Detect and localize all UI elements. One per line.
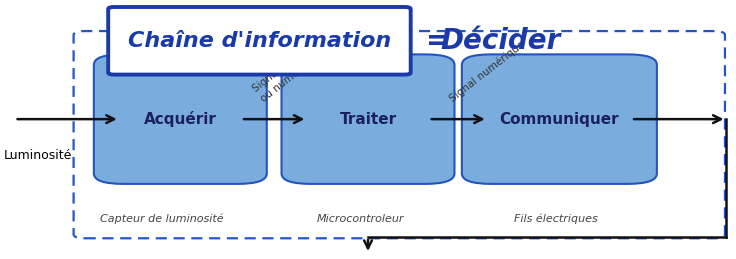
- Text: Capteur de luminosité: Capteur de luminosité: [100, 214, 224, 224]
- FancyBboxPatch shape: [281, 54, 454, 184]
- Text: Décider: Décider: [440, 27, 561, 55]
- Text: Signal analogique
ou numérique: Signal analogique ou numérique: [251, 28, 339, 104]
- Text: Chaîne d'information: Chaîne d'information: [128, 31, 391, 51]
- Text: Microcontroleur: Microcontroleur: [317, 214, 404, 224]
- FancyBboxPatch shape: [462, 54, 657, 184]
- Text: Luminosité: Luminosité: [4, 149, 72, 162]
- Text: Traiter: Traiter: [339, 112, 397, 127]
- Text: Acquérir: Acquérir: [144, 111, 217, 127]
- FancyBboxPatch shape: [108, 7, 411, 75]
- Text: Fils électriques: Fils électriques: [514, 214, 598, 224]
- Text: Communiquer: Communiquer: [500, 112, 619, 127]
- Text: =: =: [426, 27, 450, 55]
- FancyBboxPatch shape: [93, 54, 266, 184]
- Text: Signal numérique: Signal numérique: [447, 39, 527, 104]
